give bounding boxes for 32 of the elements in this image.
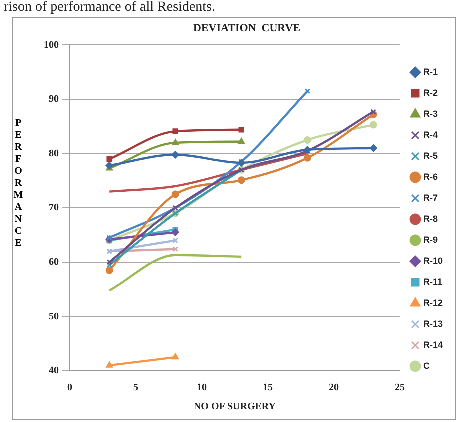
- legend-label: C: [423, 360, 430, 371]
- x-tick-label: 25: [394, 382, 405, 394]
- legend-label: R-6: [423, 172, 438, 182]
- y-tick-label: 40: [49, 366, 59, 377]
- legend-label: R-9: [423, 234, 438, 245]
- y-tick-label: 60: [49, 256, 59, 268]
- x-tick-label: 20: [328, 382, 339, 394]
- y-axis-title: PERFORMANCE: [12, 118, 24, 250]
- text: rison of performance of all Residents.: [4, 0, 216, 16]
- x-tick-label: 0: [68, 382, 72, 394]
- y-tick-label: 90: [49, 94, 59, 106]
- y-tick-label: 70: [49, 202, 59, 214]
- chart-title: DEVIATION CURVE: [194, 22, 300, 34]
- y-tick-label: 80: [49, 148, 59, 160]
- legend-label: R-8: [423, 214, 438, 224]
- legend-label: R-14: [423, 340, 444, 350]
- x-tick-label: 10: [196, 382, 207, 394]
- y-tick-label: 100: [44, 40, 59, 51]
- x-axis-title: NO OF SURGERY: [194, 402, 277, 413]
- legend-label: R-2: [423, 88, 438, 98]
- legend-label: R-1: [423, 66, 438, 77]
- legend-label: R-11: [423, 276, 443, 287]
- x-tick-label: 5: [134, 382, 138, 394]
- legend-label: R-12: [423, 298, 444, 308]
- legend-label: R-5: [423, 150, 438, 161]
- x-tick-label: 15: [262, 382, 273, 394]
- legend-label: R-10: [423, 256, 444, 266]
- legend-label: R-13: [423, 318, 444, 329]
- legend-label: R-4: [423, 130, 438, 140]
- legend-label: R-3: [423, 108, 438, 119]
- legend-label: R-7: [423, 192, 438, 203]
- y-tick-label: 50: [49, 311, 59, 322]
